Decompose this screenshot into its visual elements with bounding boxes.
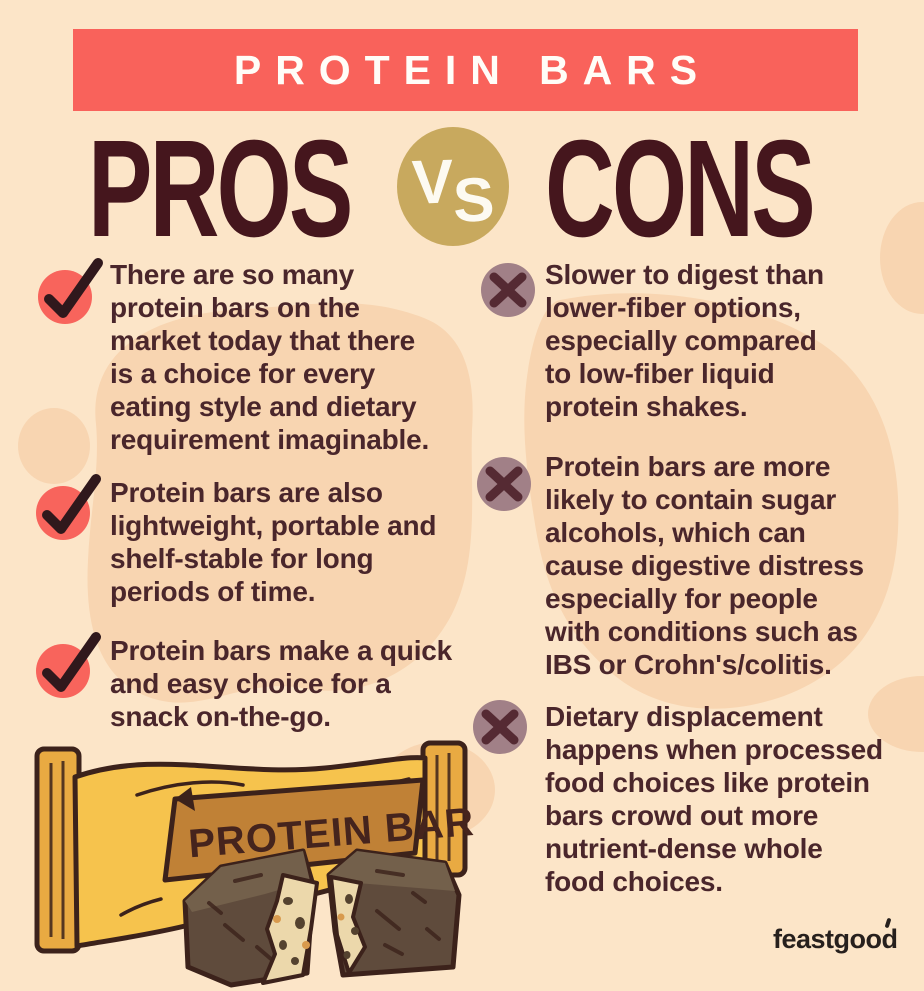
blob-left xyxy=(87,303,473,703)
check-icon xyxy=(36,632,101,698)
pro-item-3: Protein bars make a quick and easy choic… xyxy=(110,635,453,732)
con-item-2: Protein bars are more likely to contain … xyxy=(545,451,864,680)
vs-letter-s: S xyxy=(451,164,496,236)
header-title: PROTEIN BARS xyxy=(233,46,712,93)
x-icon xyxy=(477,457,531,511)
vs-letter-v: V xyxy=(410,146,455,218)
con-item-1: Slower to digest than lower-fiber option… xyxy=(545,259,824,422)
pro-item-1: There are so many protein bars on the ma… xyxy=(110,259,430,455)
protein-bar-illustration: PROTEIN BAR xyxy=(34,740,475,988)
con-item-3: Dietary displacement happens when proces… xyxy=(545,701,883,897)
headline-pros: PROS xyxy=(88,112,353,266)
x-icon xyxy=(473,700,527,754)
header-banner: PROTEIN BARS xyxy=(73,29,858,111)
pro-item-2: Protein bars are also lightweight, porta… xyxy=(110,477,437,607)
brand-logo: feastgood xyxy=(773,924,898,954)
headline-cons: CONS xyxy=(545,112,816,266)
blob-small-left xyxy=(18,408,90,484)
blob-top-right-corner xyxy=(880,202,924,314)
blob-small-right-edge xyxy=(868,676,924,752)
x-icon xyxy=(481,263,535,317)
check-icon xyxy=(36,474,101,540)
blob-right xyxy=(524,293,899,709)
check-icon xyxy=(38,258,103,324)
